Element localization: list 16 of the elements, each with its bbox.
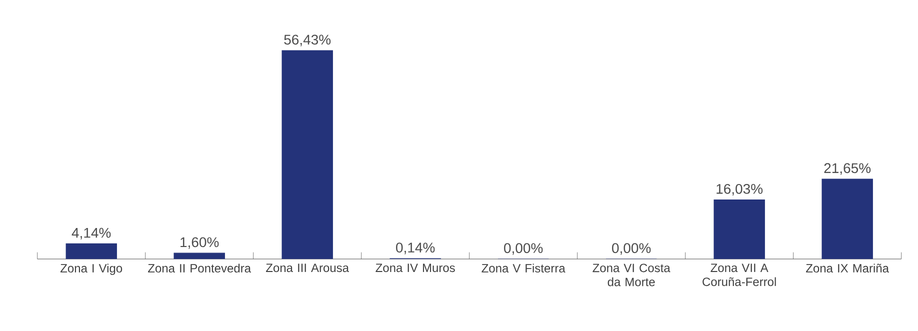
data-label: 16,03% (716, 184, 763, 196)
x-tick-label: Zona VI Costa da Morte (592, 264, 670, 286)
data-label: 56,43% (284, 34, 331, 46)
data-label: 0,00% (612, 243, 651, 255)
data-label: 0,14% (396, 242, 435, 254)
x-tick-label: Zona I Vigo (60, 264, 122, 275)
data-label: 1,60% (180, 237, 219, 249)
data-label: 4,14% (72, 228, 111, 240)
x-tick-label: Zona VII A Coruña-Ferrol (702, 264, 776, 286)
x-tick-label: Zona IV Muros (376, 264, 455, 272)
data-label: 0,00% (504, 243, 543, 255)
x-tick-label: Zona IX Mariña (806, 264, 889, 273)
x-tick-label: Zona III Arousa (266, 264, 350, 272)
x-tick-label: Zona V Fisterra (482, 264, 566, 273)
x-tick-label: Zona II Pontevedra (148, 264, 252, 273)
data-label: 21,65% (824, 163, 871, 175)
